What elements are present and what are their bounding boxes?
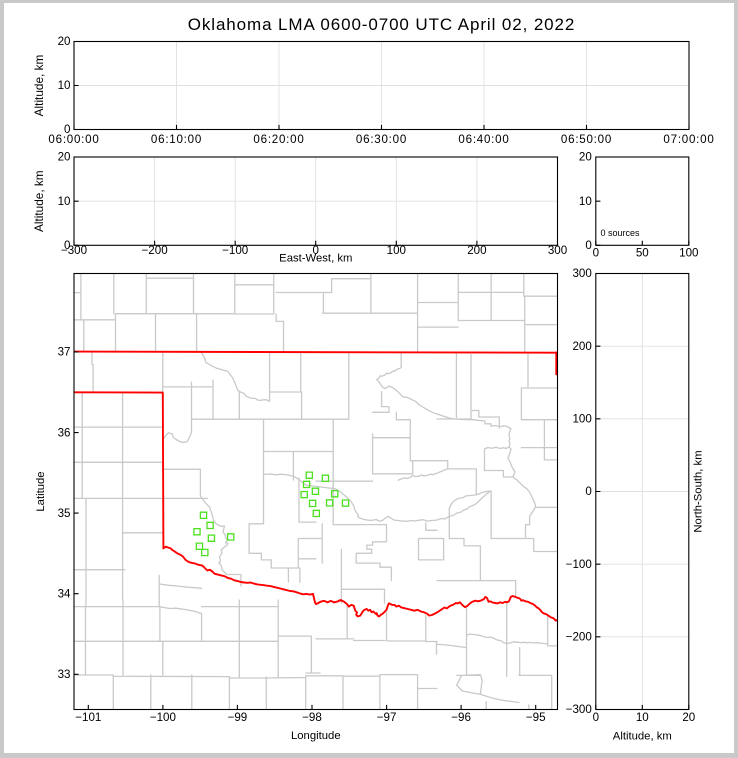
svg-text:06:30:00: 06:30:00 — [356, 133, 407, 146]
svg-text:−97: −97 — [377, 711, 397, 724]
svg-text:−95: −95 — [526, 711, 546, 724]
svg-text:35: 35 — [58, 507, 71, 520]
svg-text:10: 10 — [58, 79, 71, 92]
svg-text:200: 200 — [572, 340, 591, 353]
svg-text:−98: −98 — [302, 711, 322, 724]
svg-text:100: 100 — [679, 246, 698, 259]
svg-text:East-West, km: East-West, km — [279, 253, 352, 265]
svg-text:36: 36 — [58, 426, 71, 439]
svg-text:33: 33 — [58, 668, 71, 681]
svg-text:−200: −200 — [142, 244, 168, 257]
svg-text:100: 100 — [572, 413, 591, 426]
svg-text:−200: −200 — [566, 631, 592, 644]
svg-text:06:00:00: 06:00:00 — [48, 133, 99, 146]
svg-text:0 sources: 0 sources — [601, 228, 641, 238]
svg-text:37: 37 — [58, 346, 71, 359]
svg-text:Longitude: Longitude — [291, 730, 341, 742]
svg-text:50: 50 — [636, 246, 649, 259]
svg-text:Oklahoma LMA 0600-0700 UTC Apr: Oklahoma LMA 0600-0700 UTC April 02, 202… — [188, 15, 576, 34]
svg-text:0: 0 — [64, 239, 70, 252]
svg-text:Altitude, km: Altitude, km — [613, 731, 672, 743]
svg-text:0: 0 — [593, 246, 599, 259]
svg-text:06:10:00: 06:10:00 — [151, 133, 202, 146]
svg-text:20: 20 — [58, 35, 71, 48]
svg-text:−100: −100 — [150, 711, 176, 724]
svg-text:06:20:00: 06:20:00 — [253, 133, 304, 146]
svg-text:10: 10 — [579, 195, 592, 208]
svg-text:Altitude, km: Altitude, km — [32, 170, 46, 232]
svg-text:06:50:00: 06:50:00 — [561, 133, 612, 146]
svg-text:Latitude: Latitude — [35, 471, 47, 511]
svg-text:−100: −100 — [222, 244, 248, 257]
svg-text:0: 0 — [64, 123, 70, 136]
svg-text:20: 20 — [682, 711, 695, 724]
svg-text:−96: −96 — [451, 711, 471, 724]
svg-text:34: 34 — [58, 587, 71, 600]
svg-text:100: 100 — [387, 244, 406, 257]
svg-text:20: 20 — [58, 151, 71, 164]
svg-text:07:00:00: 07:00:00 — [663, 133, 714, 146]
svg-text:10: 10 — [58, 195, 71, 208]
svg-text:North-South, km: North-South, km — [693, 450, 705, 532]
svg-text:300: 300 — [548, 244, 567, 257]
svg-text:−101: −101 — [75, 711, 101, 724]
svg-text:200: 200 — [467, 244, 486, 257]
svg-text:0: 0 — [585, 239, 591, 252]
svg-text:20: 20 — [579, 151, 592, 164]
svg-text:Altitude, km: Altitude, km — [32, 55, 46, 117]
svg-text:0: 0 — [593, 711, 599, 724]
svg-text:−300: −300 — [61, 244, 87, 257]
svg-text:10: 10 — [636, 711, 649, 724]
svg-text:0: 0 — [312, 244, 318, 257]
svg-text:0: 0 — [585, 485, 591, 498]
svg-text:300: 300 — [572, 267, 591, 280]
svg-text:06:40:00: 06:40:00 — [458, 133, 509, 146]
svg-text:−99: −99 — [228, 711, 248, 724]
svg-text:−100: −100 — [566, 558, 592, 571]
svg-text:−300: −300 — [566, 703, 592, 716]
